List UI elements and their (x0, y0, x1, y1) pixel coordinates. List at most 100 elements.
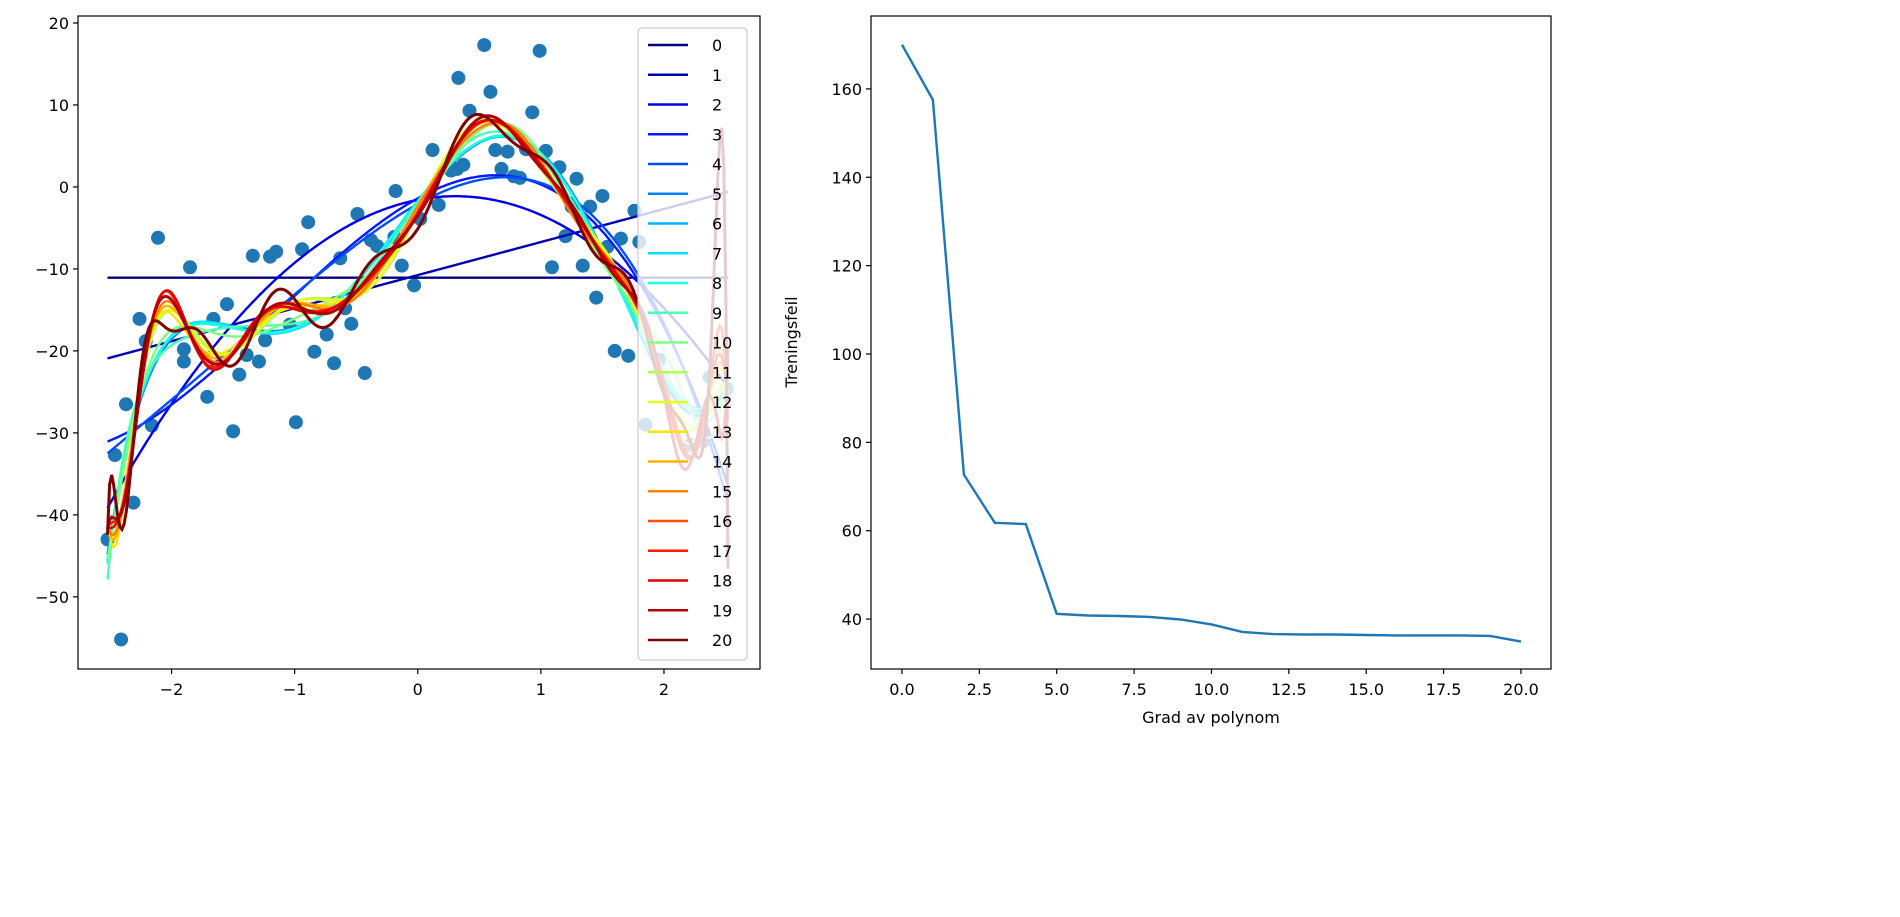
data-point (407, 278, 422, 293)
y-tick-label: −10 (35, 260, 69, 279)
data-point (132, 311, 147, 326)
data-point (494, 161, 509, 176)
data-point (301, 215, 316, 230)
data-point (500, 144, 515, 159)
data-point (288, 415, 303, 430)
legend-label: 7 (712, 244, 722, 263)
data-point (451, 70, 466, 85)
data-point (532, 43, 547, 58)
data-point (607, 343, 622, 358)
data-point (226, 424, 241, 439)
data-point (319, 327, 334, 342)
legend-label: 16 (712, 512, 732, 531)
x-tick-label: 5.0 (1044, 680, 1069, 699)
legend-label: 10 (712, 334, 732, 353)
legend-box (637, 27, 748, 661)
y-tick-label: 60 (842, 522, 862, 541)
y-tick-label: −20 (35, 342, 69, 361)
data-point (357, 366, 372, 381)
data-point (119, 397, 134, 412)
fit-line-degree-20 (106, 112, 730, 569)
x-tick-label: 0 (413, 680, 423, 699)
data-point (483, 84, 498, 99)
data-point (327, 356, 342, 371)
data-point (176, 342, 191, 357)
fit-line-degree-3 (107, 174, 730, 487)
data-point (183, 260, 198, 275)
legend-label: 11 (712, 363, 732, 382)
x-tick-label: 15.0 (1348, 680, 1384, 699)
data-point (269, 244, 284, 259)
axes-frame: 0.0 2.5 5.0 7.5 10.0 12.5 15.0 17.5 20.0 40 60 80 10… (831, 15, 1552, 699)
legend-label: 9 (712, 304, 722, 323)
legend-label: 1 (712, 66, 722, 85)
x-tick-label: 2.5 (967, 680, 992, 699)
y-tick-label: 20 (49, 14, 69, 33)
legend-label: 4 (712, 155, 722, 174)
data-point (456, 157, 471, 172)
x-tick-label: 2 (659, 680, 669, 699)
data-point (388, 184, 403, 199)
data-point (307, 344, 322, 359)
x-tick-label: 12.5 (1271, 680, 1307, 699)
data-point (350, 206, 365, 221)
data-point (595, 188, 610, 203)
y-tick-label: 40 (842, 610, 862, 629)
legend-label: 12 (712, 393, 732, 412)
data-point (151, 230, 166, 245)
y-tick-label: 140 (831, 168, 862, 187)
legend-label: 17 (712, 542, 732, 561)
y-tick-label: −30 (35, 424, 69, 443)
data-point (176, 354, 191, 369)
legend-label: 14 (712, 453, 732, 472)
data-point (126, 495, 141, 510)
x-tick-label: 20.0 (1503, 680, 1539, 699)
data-point (114, 632, 129, 647)
fit-curves (106, 112, 730, 580)
training-error-line (900, 44, 1522, 643)
data-point (219, 297, 234, 312)
legend-label: 20 (712, 631, 732, 650)
data-point (583, 199, 598, 214)
x-tick-label: 0.0 (889, 680, 914, 699)
legend-label: 15 (712, 482, 732, 501)
data-point (344, 316, 359, 331)
legend-label: 0 (712, 36, 722, 55)
y-tick-label: 80 (842, 433, 862, 452)
y-axis-label: Treningsfeil (782, 296, 801, 388)
y-tick-label: 10 (49, 96, 69, 115)
data-point (232, 367, 247, 382)
y-tick-label: 120 (831, 257, 862, 276)
legend-label: 3 (712, 125, 722, 144)
legend-label: 5 (712, 185, 722, 204)
x-tick-label: −2 (160, 680, 184, 699)
x-tick-label: 7.5 (1121, 680, 1146, 699)
x-tick-label: 1 (536, 680, 546, 699)
data-point (589, 290, 604, 305)
x-tick-label: 17.5 (1426, 680, 1462, 699)
data-point (425, 143, 440, 158)
x-tick-label: −1 (283, 680, 307, 699)
data-point (525, 105, 540, 120)
legend-label: 13 (712, 423, 732, 442)
data-point (477, 38, 492, 53)
data-point (488, 143, 503, 158)
legend-label: 19 (712, 601, 732, 620)
legend-label: 8 (712, 274, 722, 293)
fit-line-degree-19 (106, 114, 730, 530)
legend-label: 18 (712, 572, 732, 591)
axes-border (870, 15, 1552, 670)
data-point (394, 258, 409, 273)
data-point (569, 171, 584, 186)
legend-label: 6 (712, 215, 722, 234)
y-tick-label: 160 (831, 80, 862, 99)
fit-line-degree-15 (106, 121, 730, 537)
legend-label: 2 (712, 96, 722, 115)
data-point (245, 248, 260, 263)
data-point (258, 333, 273, 348)
data-point (575, 258, 590, 273)
y-tick-label: 100 (831, 345, 862, 364)
